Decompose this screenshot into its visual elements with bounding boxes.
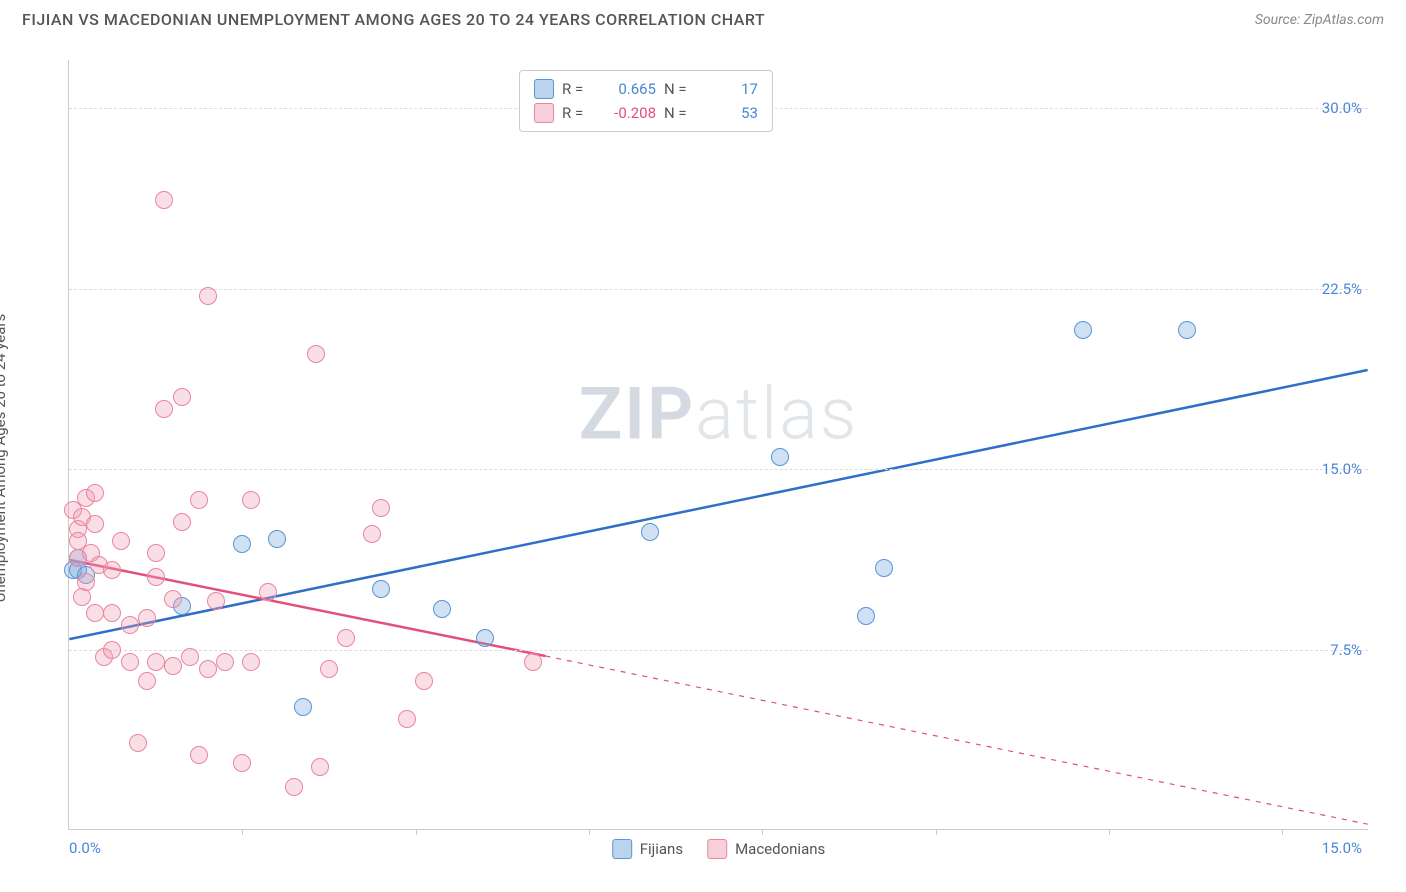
y-tick-label: 7.5% [1330,641,1362,659]
gridline [69,289,1368,290]
x-tick [1109,829,1110,835]
x-tick [416,829,417,835]
data-point-fijian [294,698,312,716]
legend-row-macedonians: R = -0.208 N = 53 [534,101,758,125]
data-point-macedonian [112,532,130,550]
data-point-macedonian [155,191,173,209]
trend-line-macedonians [69,560,545,656]
x-tick [242,829,243,835]
data-point-macedonian [199,660,217,678]
x-tick [589,829,590,835]
data-point-fijian [433,600,451,618]
data-point-fijian [268,530,286,548]
x-tick [1282,829,1283,835]
data-point-macedonian [190,491,208,509]
data-point-macedonian [285,778,303,796]
data-point-macedonian [103,604,121,622]
data-point-macedonian [86,604,104,622]
data-point-macedonian [216,653,234,671]
data-point-macedonian [173,513,191,531]
data-point-macedonian [121,653,139,671]
trend-lines [69,60,1368,829]
data-point-macedonian [86,515,104,533]
x-tick [762,829,763,835]
data-point-macedonian [164,657,182,675]
data-point-macedonian [147,568,165,586]
data-point-macedonian [147,653,165,671]
data-point-macedonian [524,653,542,671]
trend-line-macedonians-extrapolated [545,656,1367,824]
data-point-macedonian [103,641,121,659]
data-point-macedonian [242,491,260,509]
data-point-macedonian [190,746,208,764]
swatch-blue [612,839,632,859]
x-axis-min-label: 0.0% [69,839,101,857]
y-tick-label: 15.0% [1322,460,1362,478]
data-point-fijian [771,448,789,466]
swatch-blue [534,79,554,99]
data-point-macedonian [372,499,390,517]
data-point-macedonian [415,672,433,690]
data-point-macedonian [242,653,260,671]
data-point-macedonian [86,484,104,502]
data-point-macedonian [103,561,121,579]
title-bar: FIJIAN VS MACEDONIAN UNEMPLOYMENT AMONG … [0,0,1406,29]
y-axis-label: Unemployment Among Ages 20 to 24 years [0,314,9,602]
data-point-fijian [641,523,659,541]
data-point-macedonian [207,592,225,610]
data-point-macedonian [363,525,381,543]
data-point-fijian [372,580,390,598]
x-axis-max-label: 15.0% [1322,839,1362,857]
data-point-macedonian [129,734,147,752]
data-point-macedonian [233,754,251,772]
scatter-plot-area: ZIPatlas R = 0.665 N = 17 R = -0.208 N =… [68,60,1368,830]
data-point-fijian [875,559,893,577]
legend-item-macedonians: Macedonians [707,839,825,859]
data-point-macedonian [259,583,277,601]
data-point-macedonian [164,590,182,608]
data-point-macedonian [121,616,139,634]
data-point-macedonian [138,672,156,690]
gridline [69,469,1368,470]
swatch-pink [707,839,727,859]
data-point-macedonian [199,287,217,305]
y-tick-label: 30.0% [1322,99,1362,117]
data-point-macedonian [173,388,191,406]
data-point-macedonian [147,544,165,562]
series-legend: Fijians Macedonians [612,839,826,859]
data-point-macedonian [307,345,325,363]
data-point-fijian [1178,321,1196,339]
data-point-macedonian [398,710,416,728]
data-point-macedonian [337,629,355,647]
data-point-macedonian [155,400,173,418]
data-point-macedonian [181,648,199,666]
data-point-fijian [476,629,494,647]
legend-row-fijians: R = 0.665 N = 17 [534,77,758,101]
chart-container: Unemployment Among Ages 20 to 24 years Z… [22,48,1384,868]
data-point-fijian [857,607,875,625]
swatch-pink [534,103,554,123]
data-point-fijian [233,535,251,553]
data-point-macedonian [320,660,338,678]
data-point-macedonian [311,758,329,776]
data-point-macedonian [77,573,95,591]
x-tick [936,829,937,835]
gridline [69,650,1368,651]
y-tick-label: 22.5% [1322,280,1362,298]
correlation-legend: R = 0.665 N = 17 R = -0.208 N = 53 [519,70,773,132]
source-attribution: Source: ZipAtlas.com [1255,12,1384,28]
legend-item-fijians: Fijians [612,839,683,859]
data-point-macedonian [138,609,156,627]
chart-title: FIJIAN VS MACEDONIAN UNEMPLOYMENT AMONG … [22,10,765,29]
data-point-fijian [1074,321,1092,339]
